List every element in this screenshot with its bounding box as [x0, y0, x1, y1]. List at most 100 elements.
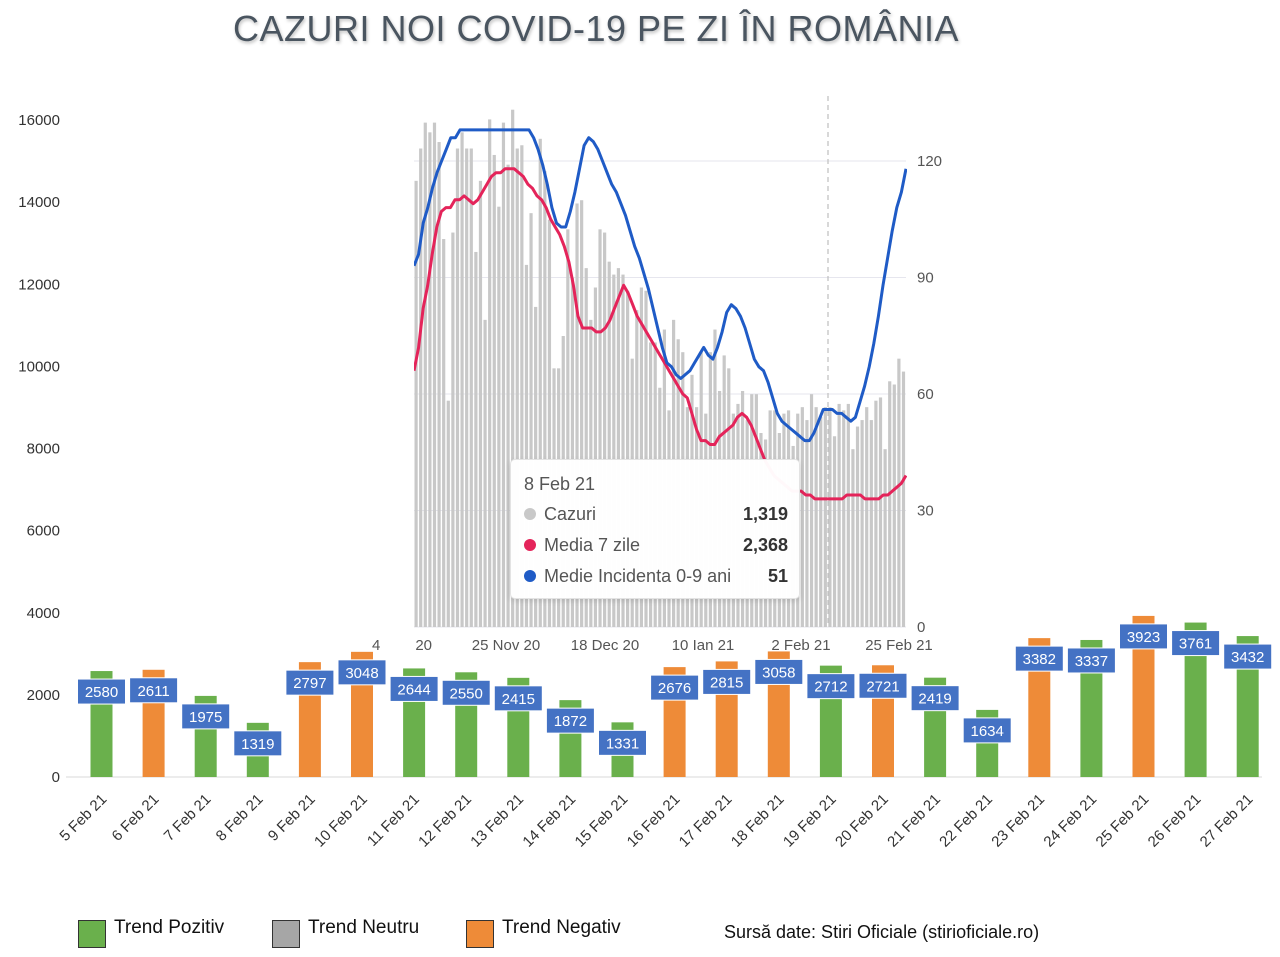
inset-case-bar	[428, 132, 432, 627]
value-label-box	[233, 730, 283, 757]
value-label: 3923	[1127, 629, 1160, 646]
value-label: 1634	[971, 723, 1004, 740]
value-label: 2580	[85, 684, 118, 701]
y-tick-label: 10000	[18, 358, 60, 375]
value-label: 1872	[554, 713, 587, 730]
value-label-box	[910, 685, 960, 712]
value-label-box	[493, 685, 543, 712]
bar	[1080, 639, 1103, 777]
inset-case-bar	[423, 122, 427, 628]
inset-right-y-axis: 0 30 60 90 120	[917, 153, 942, 636]
value-label-box	[77, 678, 126, 705]
inset-x-tick-label: 25 Nov 20	[472, 637, 540, 654]
inset-case-bar	[419, 148, 423, 627]
inset-case-bar	[414, 180, 418, 627]
value-label: 3337	[1075, 653, 1108, 670]
inset-case-bar	[442, 239, 446, 627]
inset-case-bar	[580, 200, 584, 627]
value-label-box	[598, 729, 647, 756]
inset-case-bar	[878, 397, 883, 627]
inset-x-tick-label: 2 Feb 21	[771, 637, 830, 654]
value-label: 2415	[502, 691, 535, 708]
inset-case-bar	[883, 449, 887, 627]
inset-case-bar	[888, 381, 892, 627]
inset-case-bar	[616, 268, 621, 627]
y-tick-label: 14000	[18, 194, 60, 211]
inset-case-bar	[469, 148, 473, 627]
legend-label: Trend Pozitiv	[114, 917, 225, 938]
cazuri-dot-icon	[524, 508, 536, 520]
value-label: 2550	[450, 685, 483, 702]
value-label-box	[545, 707, 595, 734]
inset-series-line	[414, 128, 907, 443]
tooltip-name: Media 7 zile	[544, 535, 641, 555]
inset-x-tick-label: 18 Dec 20	[571, 637, 639, 654]
inset-case-bar	[874, 400, 878, 627]
inset-y-tick-label: 120	[917, 153, 942, 170]
value-label-box	[441, 679, 491, 706]
inset-y-tick-label: 90	[917, 270, 934, 287]
tooltip-date: 8 Feb 21	[524, 474, 596, 494]
legend-swatch-negativ	[466, 920, 494, 948]
inset-y-tick-label: 30	[917, 503, 934, 520]
inset-case-bar	[860, 420, 864, 627]
value-label: 2712	[814, 679, 847, 696]
bar	[1132, 615, 1155, 777]
value-label-box	[754, 658, 804, 685]
value-label-box	[806, 673, 856, 700]
inset-y-tick-label: 60	[917, 386, 934, 403]
value-label: 2797	[293, 675, 326, 692]
inset-case-bar	[598, 229, 602, 628]
inset-case-bar	[547, 219, 552, 627]
value-label: 2676	[658, 680, 691, 697]
y-tick-label: 0	[52, 769, 60, 786]
inset-case-bar	[575, 203, 579, 627]
inset-case-bar	[543, 171, 547, 627]
value-label-box	[389, 675, 439, 702]
inset-case-bar	[570, 277, 575, 627]
media-dot-icon	[524, 539, 536, 551]
inset-case-bar	[851, 449, 855, 627]
inset-case-bar	[865, 407, 869, 627]
tooltip-row-media: Media 7 zile 2,368	[524, 535, 788, 557]
inset-case-bar	[478, 180, 483, 627]
y-tick-label: 12000	[18, 276, 60, 293]
inset-case-bar	[432, 122, 437, 628]
value-label-box	[1171, 630, 1221, 657]
value-label-box	[129, 677, 179, 704]
value-label: 3048	[345, 665, 378, 682]
inset-case-bar	[832, 436, 837, 627]
inset-case-bar	[607, 261, 611, 627]
inset-case-bar	[892, 384, 896, 627]
inset-case-bar	[497, 206, 501, 628]
value-label: 3382	[1023, 651, 1056, 668]
inset-case-bar	[483, 319, 487, 627]
value-label-box	[285, 669, 335, 696]
inset-case-bar	[460, 132, 464, 627]
inset-label-mask	[380, 632, 414, 656]
inset-series-line	[414, 167, 907, 501]
inset-case-bar	[805, 420, 809, 627]
inset-case-bar	[846, 403, 850, 627]
tooltip-value: 2,368	[742, 535, 788, 555]
value-label-box	[962, 717, 1012, 744]
value-label: 2721	[866, 678, 899, 695]
value-label: 2419	[918, 691, 951, 708]
inset-x-tick-label: 25 Feb 21	[865, 637, 933, 654]
inset-case-bar	[800, 407, 804, 627]
inset-case-bar	[593, 287, 598, 627]
inset-case-bar	[837, 403, 841, 627]
tooltip-row-cazuri: Cazuri 1,319	[524, 504, 788, 526]
tooltip-value: 51	[767, 566, 788, 586]
value-label: 3761	[1179, 636, 1212, 653]
inset-case-bar	[446, 400, 450, 627]
y-tick-label: 2000	[27, 687, 60, 704]
value-label-box	[702, 668, 752, 695]
value-label: 3432	[1231, 649, 1264, 666]
inset-case-bar	[639, 287, 644, 627]
inset-case-bar	[809, 394, 814, 627]
tooltip-name: Cazuri	[544, 504, 597, 524]
inset-x-tick-label: 10 Ian 21	[672, 637, 735, 654]
incidenta-dot-icon	[524, 570, 536, 582]
